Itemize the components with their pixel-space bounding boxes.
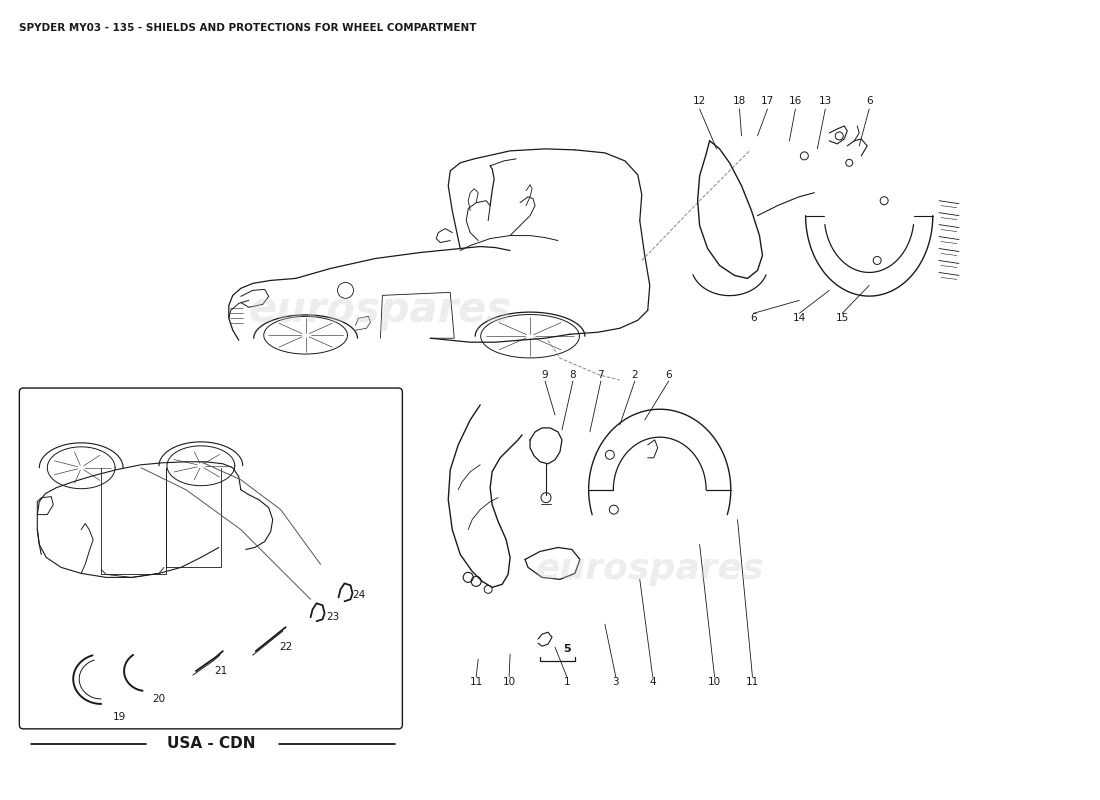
Text: 7: 7	[597, 370, 604, 380]
Text: 1: 1	[563, 677, 570, 687]
Text: 16: 16	[789, 96, 802, 106]
Text: 10: 10	[503, 677, 516, 687]
Text: 13: 13	[818, 96, 832, 106]
Text: 6: 6	[666, 370, 672, 380]
Text: 14: 14	[793, 314, 806, 323]
Text: 2: 2	[631, 370, 638, 380]
Text: USA - CDN: USA - CDN	[166, 736, 255, 751]
Text: 15: 15	[836, 314, 849, 323]
Text: 6: 6	[866, 96, 872, 106]
Text: 5: 5	[563, 644, 571, 654]
Text: 23: 23	[326, 612, 339, 622]
Text: 9: 9	[541, 370, 548, 380]
Text: 18: 18	[733, 96, 746, 106]
Text: 20: 20	[153, 694, 166, 704]
Text: 11: 11	[470, 677, 483, 687]
Text: 22: 22	[279, 642, 293, 652]
Text: 17: 17	[761, 96, 774, 106]
Text: 11: 11	[746, 677, 759, 687]
Text: 10: 10	[708, 677, 722, 687]
Text: eurospares: eurospares	[249, 290, 512, 331]
Text: 12: 12	[693, 96, 706, 106]
Text: 3: 3	[613, 677, 619, 687]
Text: 21: 21	[214, 666, 228, 676]
Text: 6: 6	[750, 314, 757, 323]
Text: 24: 24	[352, 590, 365, 600]
Text: 4: 4	[649, 677, 656, 687]
FancyBboxPatch shape	[20, 388, 403, 729]
Text: SPYDER MY03 - 135 - SHIELDS AND PROTECTIONS FOR WHEEL COMPARTMENT: SPYDER MY03 - 135 - SHIELDS AND PROTECTI…	[20, 23, 476, 34]
Text: 8: 8	[570, 370, 576, 380]
Text: 19: 19	[112, 712, 125, 722]
Text: eurospares: eurospares	[536, 553, 764, 586]
